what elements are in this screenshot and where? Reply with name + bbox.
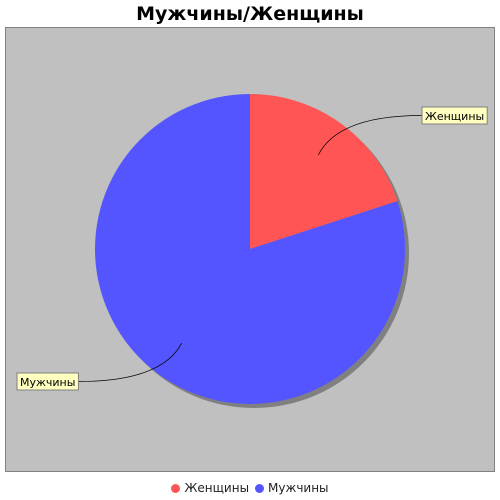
chart-title: Мужчины/Женщины bbox=[136, 3, 364, 25]
legend-dot-icon bbox=[255, 483, 265, 493]
slice-label-0: Женщины bbox=[425, 110, 484, 123]
legend: Женщины Мужчины bbox=[0, 481, 500, 496]
pie-slice-1[interactable] bbox=[94, 94, 406, 404]
slice-label-1: Мужчины bbox=[20, 376, 75, 389]
slice-label-box-1 bbox=[16, 372, 79, 391]
legend-label: Женщины bbox=[184, 481, 250, 495]
slice-label-box-0 bbox=[421, 106, 488, 125]
leader-line-0 bbox=[318, 115, 423, 156]
legend-dot-icon bbox=[171, 483, 181, 493]
leader-line-1 bbox=[78, 342, 182, 382]
legend-item-0: Женщины bbox=[171, 481, 249, 495]
legend-item-1: Мужчины bbox=[255, 481, 329, 495]
legend-label: Мужчины bbox=[268, 481, 329, 495]
pie-slice-0[interactable] bbox=[250, 94, 398, 249]
